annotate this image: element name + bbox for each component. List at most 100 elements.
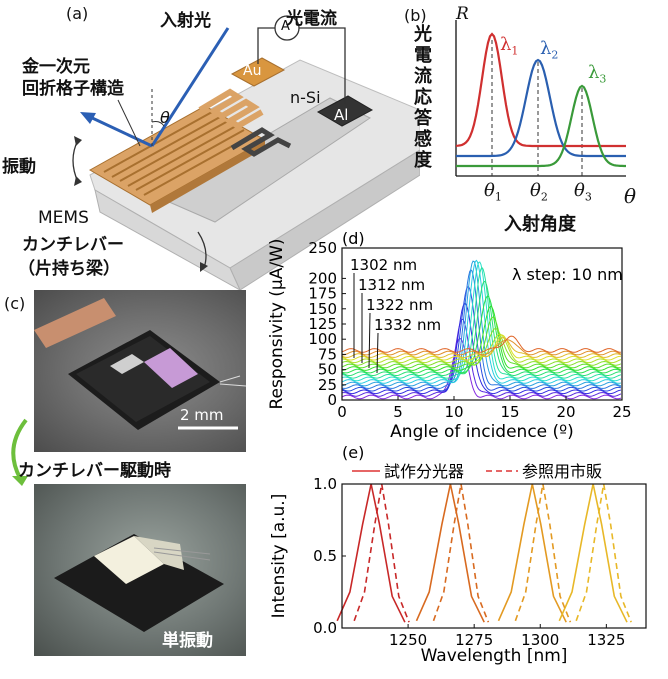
d-wavelength-label: 1332 nm (374, 316, 441, 334)
e-x-tick-label: 1250 (389, 631, 427, 649)
ammeter-icon (274, 15, 300, 41)
e-reference-line (575, 483, 632, 623)
caption-simple-vibration: 単振動 (162, 631, 213, 651)
d-x-tick-label: 25 (612, 403, 631, 421)
theta2-label: θ2 (530, 180, 548, 204)
au-pad (230, 57, 286, 87)
series-line (341, 280, 621, 376)
au-label: Au (243, 63, 262, 79)
d-wavelength-label: 1322 nm (366, 296, 433, 314)
e-y-tick-label: 0.5 (313, 547, 337, 565)
al-label: Al (334, 106, 349, 124)
series-line (341, 286, 621, 392)
theta-arc (151, 121, 165, 127)
series-line (341, 259, 621, 384)
grating-pointer (117, 99, 141, 147)
panel-a: (a) 入射光 光電流 A Au n-Si Al θ 金一次元 回折格子構造 振… (0, 0, 420, 290)
grating-lines (103, 111, 253, 196)
d-y-tick-label: 200 (308, 269, 337, 287)
d-step-annotation: λ step: 10 nm (512, 265, 623, 284)
panel-b-label: (b) (404, 6, 427, 25)
e-legend-solid-label: 試作分光器 (384, 462, 464, 481)
chip-pink-pad (144, 348, 198, 388)
b-curve-lambda2 (456, 58, 626, 158)
e-x-tick-label: 1325 (587, 631, 625, 649)
panel-b: (b) 光電流応答感度 R 入射角度 θ λ1 λ2 λ3 θ1 θ2 θ3 (400, 0, 668, 240)
theta-label: θ (160, 108, 170, 127)
b-curve-lambda3 (456, 84, 626, 168)
e-plot-frame (341, 483, 647, 629)
panel-a-label: (a) (66, 4, 89, 23)
d-y-tick-label: 0 (327, 391, 337, 409)
series-line (341, 268, 622, 389)
series-line (342, 333, 622, 364)
intensity-chart: 1250 1275 1300 1325 0.0 0.5 1.0 Wavelength [nm]… (269, 443, 647, 666)
d-wavelength-pointer (368, 312, 371, 369)
d-y-tick-label: 250 (308, 239, 337, 257)
cavity (158, 97, 371, 223)
wire-au (257, 27, 275, 64)
series-line (341, 335, 621, 353)
panel-e: 1250 1275 1300 1325 0.0 0.5 1.0 Wavelength [nm]… (262, 442, 668, 679)
d-y-tick-label: 125 (308, 315, 337, 333)
b-ylabel: 光電流応答感度 (414, 24, 432, 171)
panel-c: (c) 2 mm カンチレバー駆動時 単振動 (0, 290, 262, 679)
scale-bar-label: 2 mm (180, 406, 224, 424)
pcb-strip (34, 298, 116, 348)
au-serpentine (198, 88, 264, 130)
al-pad (316, 95, 374, 127)
b-curve-lambda1 (455, 32, 626, 148)
d-y-tick-label: 175 (308, 285, 337, 303)
d-wavelength-label: 1302 nm (350, 256, 417, 274)
series-line (341, 336, 622, 358)
vib-chip-bright (94, 536, 164, 584)
incident-light-label: 入射光 (160, 11, 211, 31)
caption-cantilever-driving: カンチレバー駆動時 (18, 461, 171, 481)
photocurrent-label: 光電流 (286, 9, 337, 29)
theta1-label: θ1 (484, 180, 502, 204)
wire-al (299, 27, 346, 104)
d-y-tick-label: 50 (318, 361, 337, 379)
e-xlabel: Wavelength [nm] (421, 646, 568, 666)
b-xlabel: 入射角度 (504, 214, 576, 235)
d-ylabel: Responsivity (µA/W) (267, 238, 287, 409)
d-x-tick-label: 10 (444, 403, 463, 421)
d-y-tick-label: 75 (318, 345, 337, 363)
chip-electrode (110, 354, 144, 374)
series-line (341, 318, 622, 397)
d-y-tick-label: 100 (308, 330, 337, 348)
d-x-tick-label: 20 (556, 403, 575, 421)
grating-label-line2: 回折格子構造 (22, 79, 124, 99)
e-y-tick-label: 1.0 (313, 475, 337, 493)
d-wavelength-label: 1312 nm (358, 276, 425, 294)
chip-photo-static: 2 mm (34, 290, 246, 452)
b-xaxis-symbol: θ (624, 184, 637, 208)
theta3-label: θ3 (574, 180, 592, 204)
d-xlabel: Angle of incidence (º) (390, 422, 574, 442)
panel-b-graph (455, 20, 626, 177)
e-x-tick-label: 1300 (521, 631, 559, 649)
e-reference-line (514, 483, 572, 623)
lambda3-label: λ3 (588, 62, 607, 86)
e-ylabel: Intensity [a.u.] (269, 494, 289, 619)
panel-c-label: (c) (4, 294, 26, 313)
vibration-label: 振動 (2, 157, 36, 177)
vib-chip-body (54, 534, 224, 632)
cantilever-side (150, 140, 265, 213)
e-y-tick-label: 0.0 (313, 619, 337, 637)
d-y-tick-label: 150 (308, 300, 337, 318)
ammeter-label: A (281, 19, 290, 34)
series-line (341, 327, 622, 366)
mems-label-line3: （片持ち梁） (18, 259, 120, 279)
series-line (341, 261, 622, 382)
b-yaxis-symbol: R (456, 4, 469, 24)
vibration-arrow (72, 139, 79, 183)
series-line (341, 339, 622, 356)
mems-label-line2: カンチレバー (22, 235, 124, 255)
diffracted-arrowhead (80, 112, 96, 124)
series-line (341, 302, 622, 395)
d-x-tick-label: 5 (393, 403, 403, 421)
e-reference-line (432, 483, 490, 623)
mems-device-illustration (72, 15, 420, 290)
n-si-label: n-Si (290, 88, 321, 107)
